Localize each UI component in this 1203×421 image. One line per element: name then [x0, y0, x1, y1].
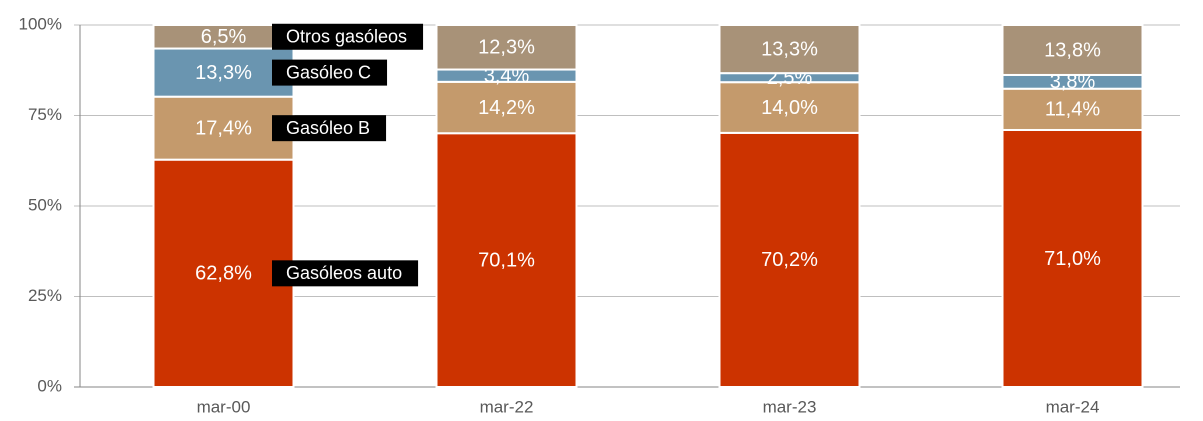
legend-label: Gasóleo B — [286, 118, 370, 138]
value-label: 62,8% — [195, 263, 252, 285]
value-label: 13,3% — [761, 38, 818, 60]
value-label: 13,3% — [195, 62, 252, 84]
legend-box — [272, 115, 387, 142]
legend-label: Otros gasóleos — [286, 27, 407, 47]
legend-box — [272, 260, 419, 287]
value-label: 11,4% — [1045, 99, 1100, 121]
bar-segment — [435, 80, 578, 135]
value-label: 6,5% — [201, 26, 247, 48]
x-tick-label: mar-22 — [480, 397, 534, 416]
value-label: 3,8% — [1050, 71, 1096, 93]
bar-segment — [718, 81, 861, 134]
y-tick-label: 75% — [28, 105, 62, 124]
legend-box — [272, 59, 388, 86]
bar-segment — [152, 158, 295, 388]
y-tick-label: 0% — [37, 376, 62, 395]
x-tick-label: mar-23 — [763, 397, 817, 416]
value-label: 14,0% — [761, 97, 818, 119]
value-label: 12,3% — [478, 37, 535, 59]
value-label: 17,4% — [195, 117, 252, 139]
value-label: 13,8% — [1044, 39, 1101, 61]
value-label: 14,2% — [478, 97, 535, 119]
bar-segment — [1001, 128, 1144, 388]
value-label: 70,1% — [478, 249, 535, 271]
y-tick-label: 100% — [19, 14, 62, 33]
y-tick-label: 25% — [28, 286, 62, 305]
bar-segment — [718, 131, 861, 388]
legend-label: Gasóleos auto — [286, 263, 402, 283]
x-tick-label: mar-00 — [197, 397, 251, 416]
legend-label: Gasóleo C — [286, 62, 371, 82]
bar-segment — [1001, 24, 1144, 76]
bar-segment — [1001, 87, 1144, 131]
legend-box — [272, 23, 424, 50]
bar-segment — [718, 24, 861, 75]
bar-segment — [152, 95, 295, 161]
x-tick-label: mar-24 — [1046, 397, 1100, 416]
value-label: 71,0% — [1044, 248, 1101, 270]
value-label: 70,2% — [761, 249, 818, 271]
bar-segment — [435, 24, 578, 71]
y-tick-label: 50% — [28, 195, 62, 214]
